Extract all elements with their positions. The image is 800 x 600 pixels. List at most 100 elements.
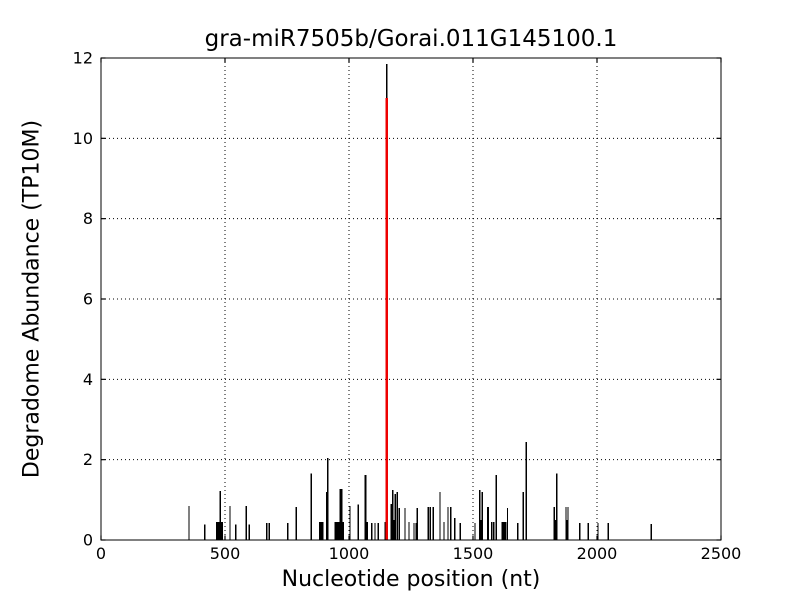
y-tick-label-6: 6 [83,290,93,309]
bar [502,521,505,540]
bar [377,523,379,540]
bar [503,521,506,540]
bar [480,519,483,540]
x-tick-label-0: 0 [96,544,106,563]
bar [235,524,237,540]
x-tick-label-500: 500 [210,544,241,563]
bar [479,489,481,540]
bar [439,491,441,540]
bar [587,523,589,540]
bar [481,491,483,540]
bar [338,521,341,540]
bar [450,507,452,540]
bar [566,519,568,540]
y-tick-label-2: 2 [83,450,93,469]
bar [554,519,557,540]
y-tick-label-12: 12 [73,49,93,68]
bar [495,474,498,540]
bar [384,521,386,540]
bar [357,504,360,540]
bar [364,474,367,540]
bar [334,521,337,540]
bar [287,523,289,540]
bar [336,521,339,540]
bar [427,507,429,540]
bar [370,523,373,540]
bar [650,523,652,540]
bar [567,507,569,540]
bar [415,523,417,540]
bar [310,473,312,540]
x-tick-label-1000: 1000 [329,544,370,563]
bar [335,521,338,540]
bar [220,521,224,540]
bar [295,507,297,540]
bar [320,521,323,540]
bar [493,521,495,540]
bar [413,523,415,540]
bar [607,523,609,540]
y-axis-label: Degradome Abundance (TP10M) [19,119,45,479]
bar [217,521,221,540]
bar [553,507,555,540]
bar [266,523,268,540]
x-tick-label-2500: 2500 [701,544,742,563]
bar [321,521,324,540]
bar [443,521,445,540]
bar [188,505,190,540]
bar [394,493,397,540]
bar [318,521,321,540]
bar [248,524,250,540]
y-tick-label-10: 10 [73,129,93,148]
bar [204,524,206,540]
bar [365,521,368,540]
bar [219,490,221,540]
bar [491,521,493,540]
bar [447,507,449,540]
bar [349,505,351,540]
bar [392,489,394,540]
bar [556,473,558,540]
bar [474,523,476,540]
bar [245,505,247,540]
y-tick-label-8: 8 [83,209,93,228]
bar [522,491,524,540]
x-axis-label: Nucleotide position (nt) [281,567,541,592]
bar [229,505,231,540]
bar [504,521,507,540]
highlight-bar [385,98,389,541]
bar [341,521,344,540]
x-tick-label-1500: 1500 [453,544,494,563]
bar [459,523,461,540]
bar [579,523,581,540]
bar [374,523,376,540]
bar [268,523,271,540]
y-tick-label-4: 4 [83,370,93,389]
bar [339,488,342,540]
bar [429,507,431,540]
bar [408,521,410,540]
bar [327,458,329,540]
bar [525,441,527,540]
bar [390,503,393,540]
bar [393,519,396,540]
x-tick-label-2000: 2000 [577,544,618,563]
bar [506,507,509,540]
bar [396,491,398,540]
bar [398,507,400,540]
bar [565,507,567,540]
bar [416,507,419,540]
bar [340,488,343,540]
y-tick-label-0: 0 [83,531,93,550]
bar [432,507,434,540]
bar [486,507,489,540]
bar [501,521,503,540]
bar [597,523,599,540]
bar [404,507,406,540]
chart-title: gra-miR7505b/Gorai.011G145100.1 [204,26,618,52]
bar [517,523,519,540]
bar [454,517,456,540]
bar [325,491,328,540]
